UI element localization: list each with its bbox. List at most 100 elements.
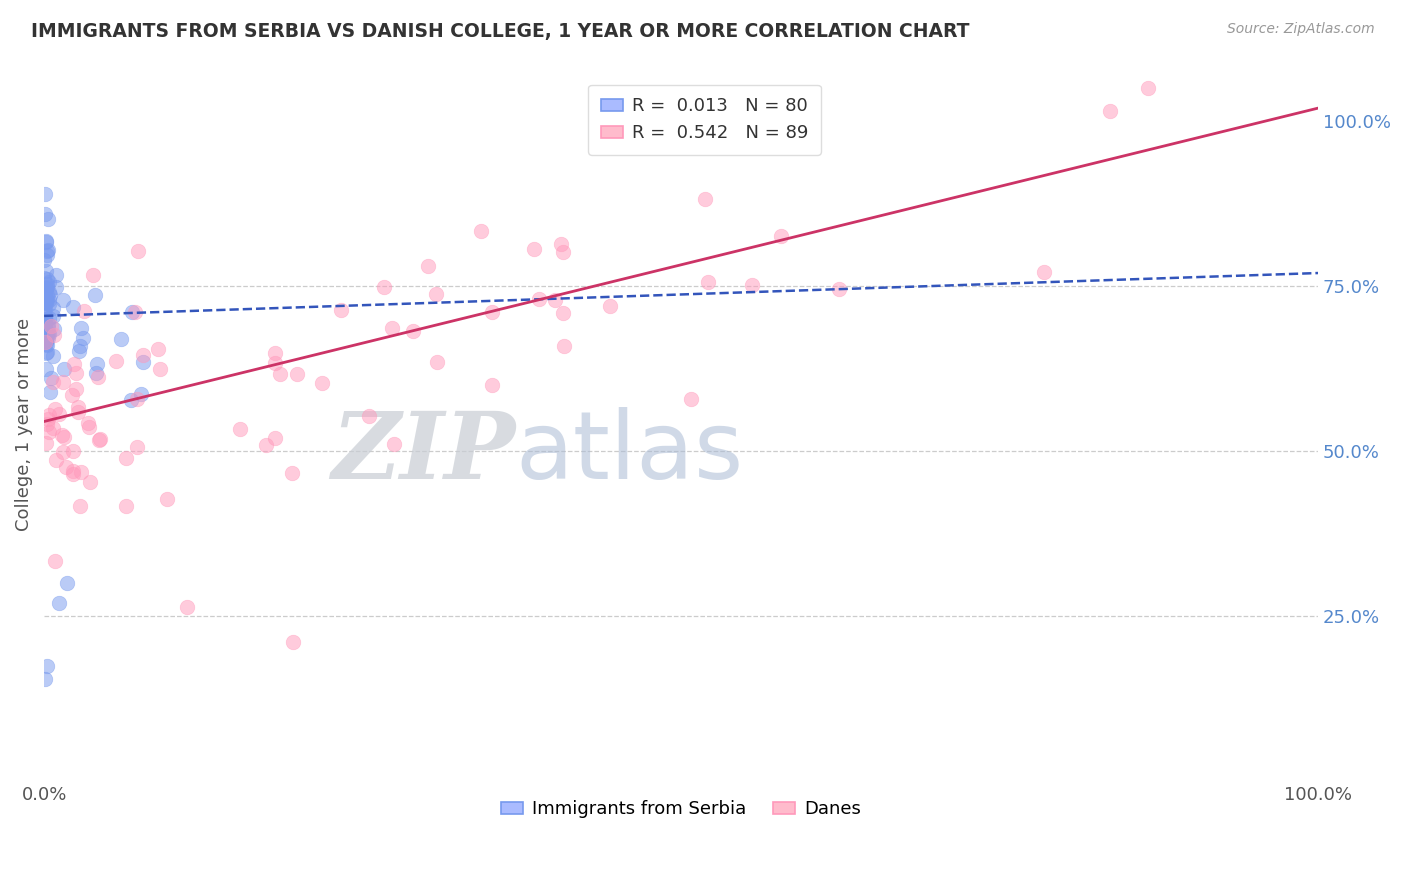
- Point: [70, 465, 93, 479]
- Point: [34, 318, 56, 332]
- Point: [37, 212, 59, 227]
- Point: [42, 349, 65, 363]
- Point: [38, 408, 60, 422]
- Point: [35, 329, 58, 343]
- Point: [44, 401, 66, 416]
- Point: [52, 375, 75, 389]
- Point: [543, 293, 565, 307]
- Point: [65, 367, 87, 381]
- Point: [285, 368, 308, 382]
- Point: [264, 356, 287, 370]
- Point: [1032, 265, 1054, 279]
- Point: [34, 334, 56, 349]
- Point: [426, 355, 449, 369]
- Point: [35, 328, 58, 343]
- Point: [129, 387, 152, 401]
- Point: [62, 467, 84, 482]
- Point: [35, 282, 58, 296]
- Point: [87, 433, 110, 447]
- Point: [66, 405, 89, 419]
- Point: [44, 328, 66, 343]
- Point: [39, 385, 62, 400]
- Point: [56, 576, 79, 591]
- Point: [281, 466, 304, 480]
- Point: [35, 281, 58, 295]
- Point: [48, 408, 70, 422]
- Point: [121, 305, 143, 319]
- Point: [330, 303, 353, 318]
- Point: [84, 366, 107, 380]
- Text: atlas: atlas: [516, 408, 744, 500]
- Point: [1136, 81, 1159, 95]
- Point: [35, 336, 58, 351]
- Point: [34, 253, 56, 268]
- Point: [48, 596, 70, 610]
- Point: [381, 320, 404, 334]
- Point: [62, 300, 84, 314]
- Point: [42, 421, 65, 435]
- Point: [373, 280, 395, 294]
- Point: [382, 437, 405, 451]
- Point: [42, 375, 65, 389]
- Point: [35, 277, 58, 292]
- Point: [62, 443, 84, 458]
- Point: [39, 371, 62, 385]
- Point: [37, 297, 59, 311]
- Point: [44, 322, 66, 336]
- Point: [34, 285, 56, 300]
- Point: [125, 441, 148, 455]
- Point: [34, 303, 56, 318]
- Point: [35, 345, 58, 359]
- Point: [35, 235, 58, 250]
- Point: [148, 343, 170, 357]
- Point: [176, 600, 198, 615]
- Point: [34, 207, 56, 221]
- Point: [35, 292, 58, 306]
- Point: [35, 234, 58, 248]
- Point: [693, 192, 716, 206]
- Point: [127, 244, 149, 259]
- Point: [42, 310, 65, 324]
- Point: [73, 303, 96, 318]
- Point: [52, 362, 75, 376]
- Point: [470, 224, 492, 238]
- Point: [681, 392, 703, 407]
- Point: [120, 392, 142, 407]
- Point: [37, 417, 59, 432]
- Point: [34, 291, 56, 305]
- Point: [65, 382, 87, 396]
- Point: [34, 186, 56, 201]
- Point: [38, 288, 60, 302]
- Point: [38, 276, 60, 290]
- Point: [149, 361, 172, 376]
- Point: [51, 428, 73, 442]
- Point: [1099, 103, 1122, 118]
- Point: [124, 305, 146, 319]
- Point: [34, 324, 56, 338]
- Point: [77, 420, 100, 434]
- Point: [35, 271, 58, 285]
- Point: [418, 259, 440, 273]
- Point: [37, 326, 59, 340]
- Point: [38, 293, 60, 308]
- Point: [35, 334, 58, 349]
- Point: [34, 308, 56, 322]
- Point: [52, 445, 75, 459]
- Point: [34, 302, 56, 317]
- Point: [34, 270, 56, 285]
- Point: [35, 361, 58, 376]
- Point: [156, 492, 179, 507]
- Point: [89, 432, 111, 446]
- Point: [696, 275, 718, 289]
- Point: [34, 335, 56, 350]
- Point: [62, 357, 84, 371]
- Point: [35, 293, 58, 307]
- Point: [45, 280, 67, 294]
- Point: [35, 288, 58, 302]
- Point: [34, 312, 56, 326]
- Point: [37, 321, 59, 335]
- Point: [254, 438, 277, 452]
- Point: [550, 237, 572, 252]
- Point: [599, 300, 621, 314]
- Point: [34, 318, 56, 332]
